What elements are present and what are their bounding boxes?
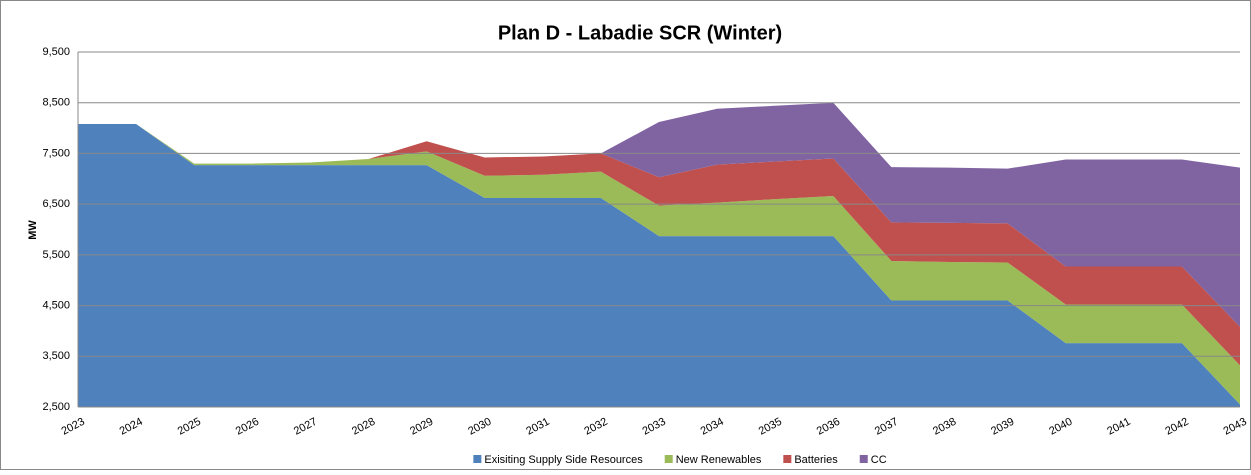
legend-label: Exisiting Supply Side Resources <box>484 454 643 466</box>
area <box>78 102 1240 327</box>
legend-label: CC <box>871 454 887 466</box>
chart-title: Plan D - Labadie SCR (Winter) <box>498 22 782 44</box>
legend-swatch <box>473 455 482 463</box>
y-tick-label: 4,500 <box>42 299 70 311</box>
area <box>78 124 1240 405</box>
grid <box>78 51 1240 408</box>
legend: Exisiting Supply Side Resources New Renew… <box>473 454 887 466</box>
y-tick-label: 3,500 <box>42 350 70 362</box>
y-tick-label: 2,500 <box>42 401 70 413</box>
y-tick-label: 6,500 <box>42 198 70 210</box>
y-tick-label: 9,500 <box>42 46 70 58</box>
y-tick-label: 5,500 <box>42 249 70 261</box>
area <box>78 124 1240 407</box>
y-axis-label: MW <box>27 220 39 240</box>
y-tick-label: 7,500 <box>42 147 70 159</box>
legend-swatch <box>664 455 673 463</box>
area <box>78 124 1240 366</box>
legend-swatch <box>859 455 868 463</box>
legend-label: Batteries <box>794 454 838 466</box>
legend-label: New Renewables <box>676 454 762 466</box>
legend-swatch <box>783 455 792 463</box>
y-tick-label: 8,500 <box>42 97 70 109</box>
